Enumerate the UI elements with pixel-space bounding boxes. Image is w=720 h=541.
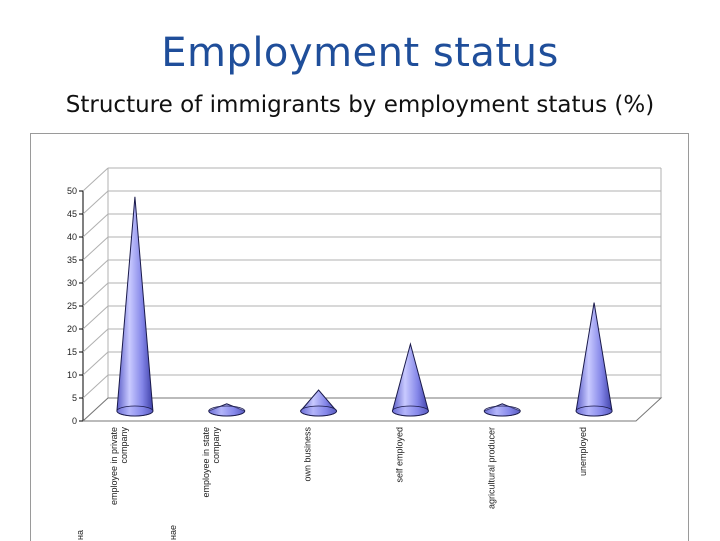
- cone-series: [116, 196, 613, 417]
- gridline-side: [82, 328, 109, 353]
- x-category-fragment: на: [75, 530, 85, 540]
- cone-base: [392, 405, 429, 417]
- cone-bar: [116, 196, 154, 417]
- cone-bar: [575, 302, 613, 417]
- cone-chart: 0 5 10 15 20 25 30 35 40 45 50 employee in private…: [67, 167, 663, 540]
- gridline-side: [82, 236, 109, 261]
- x-category-fragment: нае: [168, 525, 178, 540]
- y-tick-label: 15: [67, 347, 77, 357]
- gridline-side: [82, 351, 109, 376]
- cone-bar: [208, 403, 246, 417]
- x-category-label: company: [119, 427, 129, 464]
- cone-base: [483, 405, 521, 417]
- y-tick-label: 35: [67, 255, 77, 265]
- cone-bar: [391, 342, 429, 417]
- y-tick-label: 50: [67, 186, 77, 196]
- cone-bar: [300, 389, 338, 417]
- gridline-side: [82, 190, 109, 215]
- x-category-label: company: [211, 427, 221, 464]
- x-category-label: employee in private: [109, 427, 119, 505]
- y-tick-label: 5: [72, 393, 77, 403]
- cone-bar: [483, 403, 521, 417]
- slide-subtitle: Structure of immigrants by employment st…: [65, 92, 655, 118]
- x-category-label: unemployed: [578, 427, 588, 476]
- gridline-side: [82, 213, 109, 238]
- x-axis-categories: employee in private company employee in st…: [75, 427, 588, 540]
- gridline-side: [82, 259, 109, 284]
- gridline-side: [82, 167, 109, 192]
- cone-body: [575, 302, 613, 417]
- gridline-side: [82, 305, 109, 330]
- chart-frame: 0 5 10 15 20 25 30 35 40 45 50 employee in private…: [30, 133, 689, 541]
- gridline-side: [82, 282, 109, 307]
- x-category-label: own business: [303, 427, 313, 482]
- y-axis-ticks: 0 5 10 15 20 25 30 35 40 45 50: [67, 186, 83, 426]
- y-tick-label: 0: [72, 416, 77, 426]
- cone-base: [208, 405, 246, 417]
- cone-base: [116, 405, 154, 417]
- cone-body: [391, 342, 429, 417]
- cone-base: [575, 405, 613, 417]
- y-tick-label: 20: [67, 324, 77, 334]
- y-tick-label: 40: [67, 232, 77, 242]
- y-tick-label: 45: [67, 209, 77, 219]
- grid-layer: [81, 167, 663, 422]
- y-tick-label: 30: [67, 278, 77, 288]
- cone-base: [300, 405, 337, 417]
- x-category-label: self employed: [394, 427, 404, 483]
- chart-floor: [81, 397, 663, 422]
- slide-title: Employment status: [161, 30, 559, 76]
- x-category-label: employee in state: [201, 427, 211, 498]
- y-tick-label: 10: [67, 370, 77, 380]
- y-tick-label: 25: [67, 301, 77, 311]
- gridline-side: [82, 374, 109, 399]
- x-category-label: agricultural producer: [486, 427, 496, 509]
